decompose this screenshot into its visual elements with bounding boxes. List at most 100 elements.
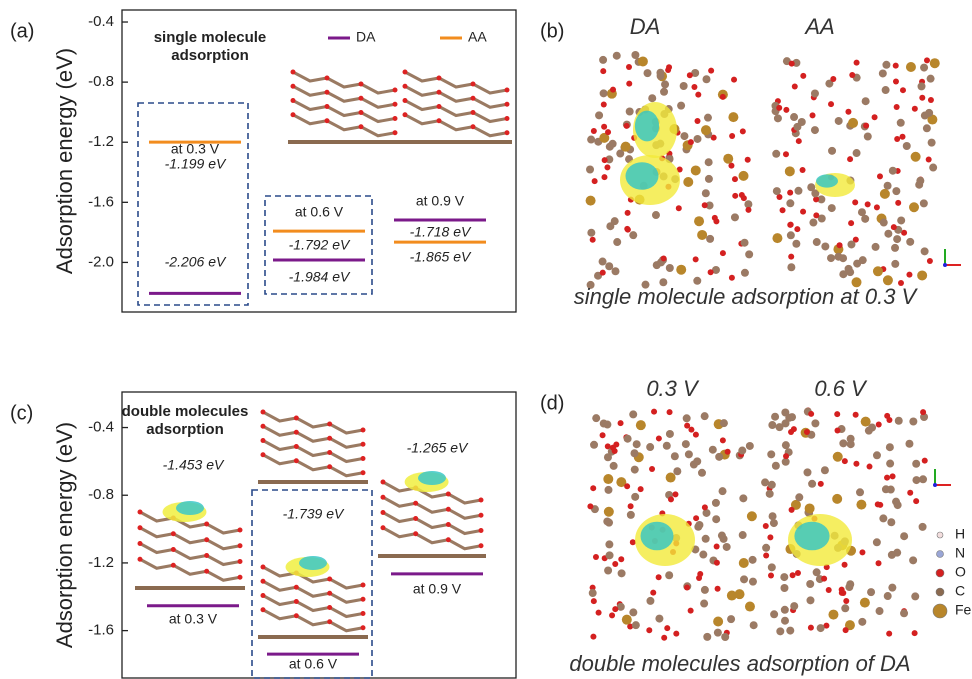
molecule-chain [383, 497, 481, 518]
atom [633, 440, 641, 448]
atom [847, 240, 855, 248]
atom [691, 84, 697, 90]
atom [672, 491, 678, 497]
atom [705, 158, 713, 166]
atom [808, 411, 814, 417]
atom [661, 80, 669, 88]
atom [745, 207, 751, 213]
atom [688, 427, 694, 433]
atom [781, 606, 789, 614]
atom [359, 82, 364, 87]
atom [862, 97, 870, 105]
atom [604, 507, 614, 517]
atom [888, 551, 896, 559]
atom [612, 606, 618, 612]
atom [393, 116, 398, 121]
atom [767, 450, 775, 458]
atom [739, 558, 749, 568]
atom [671, 452, 679, 460]
atom [794, 187, 802, 195]
atom [622, 615, 632, 625]
atom [786, 199, 794, 207]
atom [926, 156, 932, 162]
atom [923, 124, 931, 132]
atom [762, 544, 770, 552]
atom [738, 447, 746, 455]
atom [629, 410, 637, 418]
atom [361, 442, 366, 447]
atom [613, 238, 621, 246]
atom [413, 501, 418, 506]
atom [884, 413, 890, 419]
atom [924, 57, 930, 63]
atom [804, 429, 810, 435]
atom [693, 432, 699, 438]
atom [834, 427, 840, 433]
atom [796, 138, 802, 144]
atom [848, 118, 858, 128]
atom [854, 60, 860, 66]
atom [327, 619, 332, 624]
atom [877, 173, 883, 179]
atom [787, 190, 793, 196]
atom [693, 515, 699, 521]
atom [903, 142, 911, 150]
figure: (a)Adsorption energy (eV)-0.4-0.8-1.2-1.… [0, 0, 972, 679]
atom [479, 513, 484, 518]
charge-blob [816, 174, 838, 187]
charge-blob [641, 522, 674, 551]
atom [593, 554, 599, 560]
value-label: -1.718 eV [410, 224, 472, 240]
atom [847, 440, 855, 448]
atom [895, 417, 903, 425]
atom [920, 64, 928, 72]
atom [694, 135, 702, 143]
value-label: -1.739 eV [283, 506, 345, 522]
atom [919, 95, 925, 101]
atom [788, 413, 796, 421]
atom [682, 440, 690, 448]
atom [625, 210, 631, 216]
atom [848, 220, 854, 226]
atom [359, 96, 364, 101]
atom [918, 82, 926, 90]
atom [739, 192, 745, 198]
atom [683, 177, 693, 187]
atom [715, 453, 723, 461]
atom [882, 61, 890, 69]
atom [747, 511, 757, 521]
charge-blob [418, 471, 446, 485]
atom [906, 62, 916, 72]
atom [781, 617, 789, 625]
atom [884, 475, 890, 481]
atom [773, 187, 781, 195]
atom [727, 615, 735, 623]
atom [809, 219, 817, 227]
atom [171, 531, 176, 536]
atom [361, 611, 366, 616]
atom [763, 523, 769, 529]
atom [294, 430, 299, 435]
atom [905, 440, 913, 448]
molecule-chain [140, 528, 240, 549]
atom [879, 69, 887, 77]
atom [909, 556, 917, 564]
atom [703, 509, 711, 517]
atom [697, 571, 703, 577]
atom [856, 488, 864, 496]
atom [705, 175, 713, 183]
atom [900, 609, 908, 617]
atom [884, 230, 892, 238]
atom [294, 613, 299, 618]
atom [832, 494, 842, 504]
atom [666, 264, 674, 272]
atom [601, 124, 607, 130]
atom [839, 439, 847, 447]
atom [381, 525, 386, 530]
atom [613, 52, 621, 60]
atom [745, 250, 753, 258]
atom [886, 443, 894, 451]
atom [865, 201, 871, 207]
atom [325, 104, 330, 109]
atom [769, 512, 777, 520]
